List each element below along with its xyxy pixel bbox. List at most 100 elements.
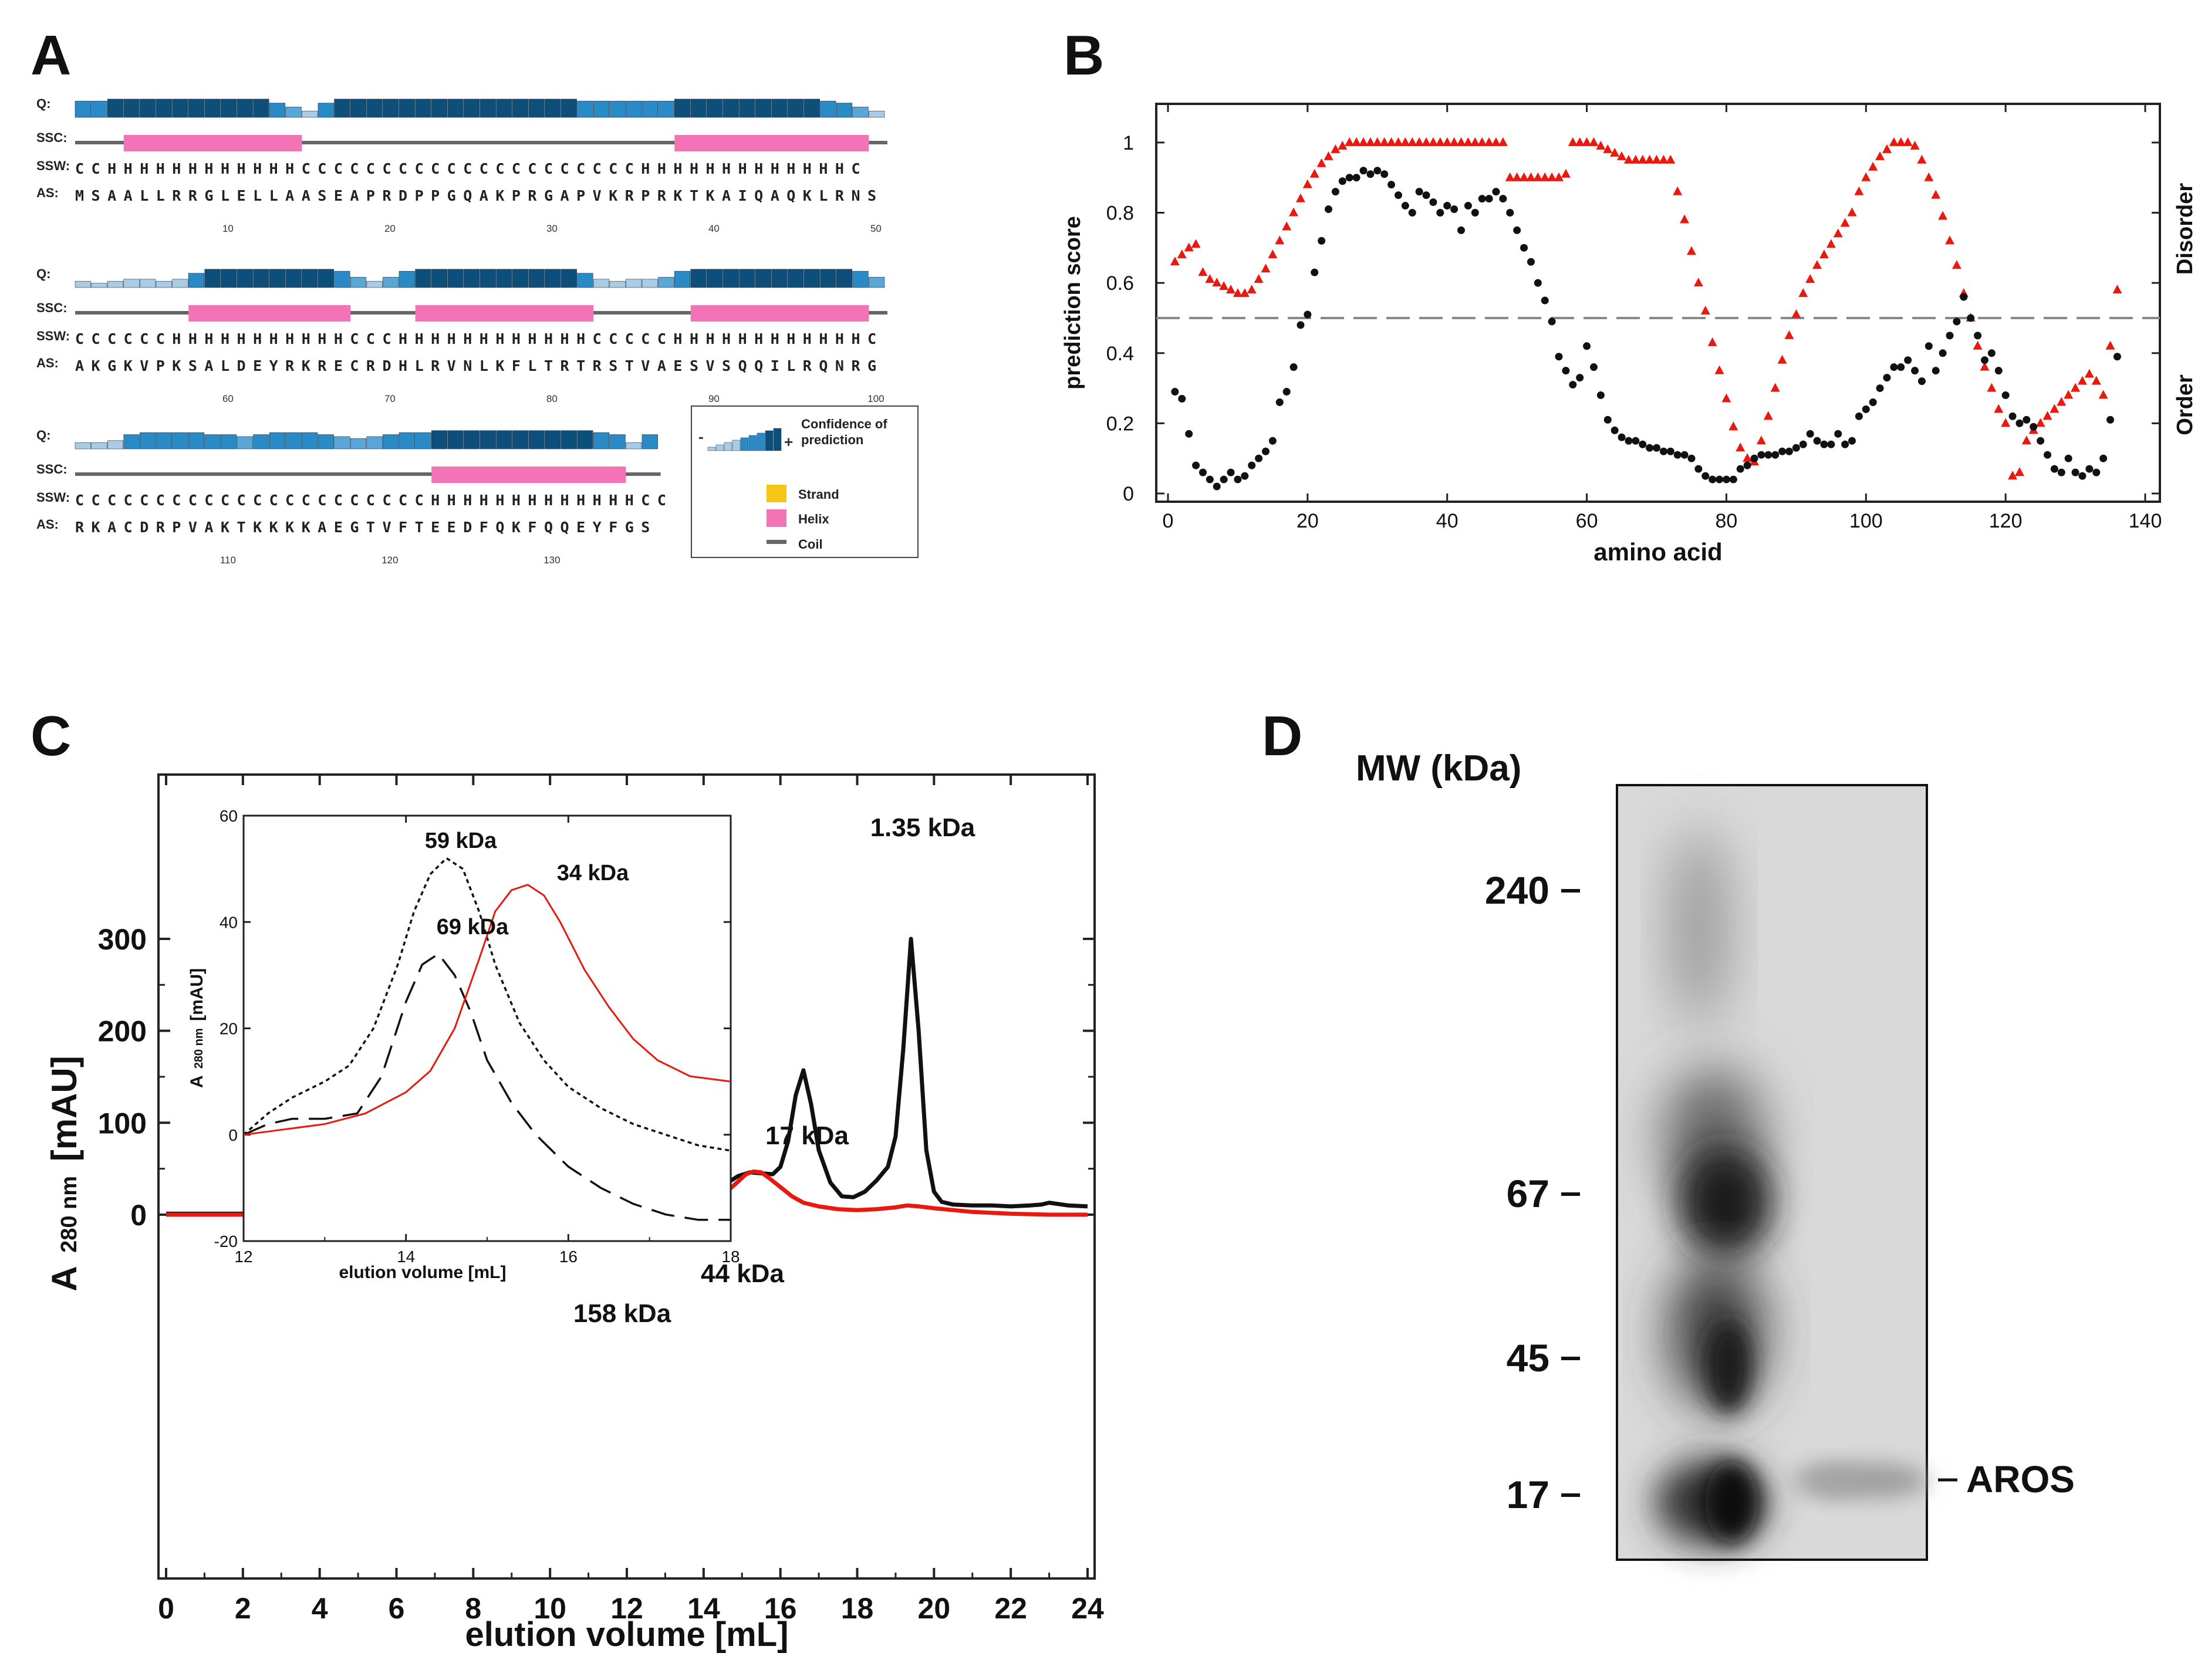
data-point-circle — [2044, 451, 2051, 459]
y-axis-label: prediction score — [1061, 216, 1085, 390]
confidence-bar — [204, 99, 221, 118]
residue-tick: 50 — [870, 223, 882, 234]
confidence-bar — [496, 99, 512, 118]
data-point-triangle — [1442, 137, 1452, 146]
data-point-circle — [1443, 202, 1451, 210]
row-label-ssc: SSC: — [36, 300, 67, 315]
data-point-triangle — [1659, 154, 1669, 164]
data-point-triangle — [1770, 383, 1780, 392]
confidence-bar — [269, 269, 286, 288]
data-point-triangle — [1833, 228, 1843, 238]
data-point-triangle — [1952, 260, 1961, 269]
data-point-triangle — [1736, 442, 1746, 452]
data-point-circle — [1318, 236, 1326, 245]
mw-marker-label: 67 — [1507, 1172, 1549, 1215]
data-point-triangle — [1889, 137, 1899, 146]
data-point-circle — [1792, 444, 1800, 452]
x-tick-label: 140 — [2129, 510, 2162, 532]
confidence-bar — [366, 436, 383, 449]
confidence-bar — [383, 99, 399, 118]
peak-annotation: 44 kDa — [701, 1259, 784, 1288]
y-tick-label: 100 — [98, 1107, 147, 1140]
row-label-q: Q: — [36, 96, 50, 111]
data-point-circle — [1234, 475, 1242, 484]
data-point-circle — [2015, 419, 2024, 427]
confidence-bar — [496, 430, 512, 449]
data-point-circle — [1785, 447, 1793, 455]
series-circles — [1171, 167, 2121, 491]
data-point-triangle — [1302, 179, 1312, 188]
confidence-bar — [739, 99, 755, 118]
data-point-circle — [1408, 209, 1416, 217]
residue-tick: 110 — [220, 555, 236, 566]
inset-series-dotted — [242, 857, 731, 1152]
confidence-bar — [528, 430, 545, 449]
data-point-triangle — [1728, 421, 1738, 431]
inset-peak-annotation: 34 kDa — [557, 861, 629, 885]
data-point-circle — [1436, 209, 1444, 217]
row-label-ssw: SSW: — [36, 490, 70, 505]
legend-confidence-bar — [732, 440, 741, 451]
data-point-triangle — [1917, 154, 1927, 164]
data-point-circle — [1576, 374, 1584, 382]
panel-d-gel: MW (kDa) 240 67 45 17 AROS — [1356, 748, 2075, 1561]
confidence-bar — [221, 434, 237, 449]
data-point-circle — [1729, 475, 1737, 484]
data-point-circle — [1338, 177, 1346, 185]
data-point-circle — [1548, 317, 1556, 326]
confidence-bar — [561, 269, 577, 288]
x-tick-label: 18 — [841, 1592, 874, 1625]
panel-letter-c: C — [31, 705, 72, 768]
data-point-circle — [2092, 468, 2101, 476]
data-point-circle — [1401, 202, 1409, 210]
data-point-circle — [1904, 356, 1912, 364]
data-point-triangle — [1247, 285, 1257, 294]
data-point-triangle — [1721, 393, 1731, 403]
confidence-bar — [803, 269, 820, 288]
data-point-circle — [1282, 388, 1291, 396]
data-point-circle — [1897, 363, 1905, 371]
data-point-triangle — [1798, 288, 1808, 298]
data-point-circle — [1275, 398, 1284, 406]
plot-frame — [1155, 103, 2161, 503]
data-point-triangle — [1910, 140, 1920, 150]
data-point-triangle — [1477, 137, 1487, 146]
structure-row-1: Q: SSC: SSW: AS: CCHHHHHHHHHHHHCCCCCCCCCCCCC… — [36, 96, 887, 234]
inset-y-tick-label: -20 — [214, 1232, 238, 1250]
x-tick-label: 6 — [389, 1592, 405, 1625]
confidence-bar — [755, 99, 772, 118]
data-point-triangle — [1547, 172, 1557, 181]
confidence-bar — [464, 99, 480, 118]
data-point-circle — [1415, 188, 1423, 196]
confidence-bar — [593, 432, 610, 449]
data-point-circle — [1953, 317, 1961, 326]
data-point-circle — [1820, 440, 1828, 448]
confidence-bar — [593, 100, 610, 118]
confidence-bar — [334, 271, 350, 288]
confidence-bar — [285, 269, 302, 288]
data-point-triangle — [1924, 172, 1934, 181]
data-point-triangle — [1226, 285, 1236, 294]
confidence-bar — [528, 269, 545, 288]
data-point-circle — [2050, 465, 2058, 473]
confidence-bar — [561, 99, 577, 118]
data-point-triangle — [1233, 288, 1243, 298]
data-point-triangle — [1903, 137, 1913, 146]
data-point-circle — [1876, 384, 1884, 393]
confidence-bar — [447, 430, 464, 449]
data-point-triangle — [1324, 151, 1333, 160]
data-point-circle — [2008, 412, 2017, 420]
data-point-triangle — [1428, 137, 1438, 146]
data-point-triangle — [1275, 235, 1285, 245]
data-point-circle — [1701, 472, 1710, 480]
data-point-circle — [1639, 440, 1647, 448]
data-point-circle — [1457, 226, 1465, 234]
data-point-circle — [2106, 415, 2115, 424]
data-point-triangle — [1589, 137, 1599, 146]
data-point-triangle — [2064, 390, 2074, 399]
confidence-bar — [172, 432, 188, 449]
data-point-triangle — [2008, 471, 2018, 480]
helix-bar — [188, 305, 351, 322]
data-point-triangle — [1805, 274, 1815, 283]
y-tick-label: 0.8 — [1106, 202, 1134, 225]
